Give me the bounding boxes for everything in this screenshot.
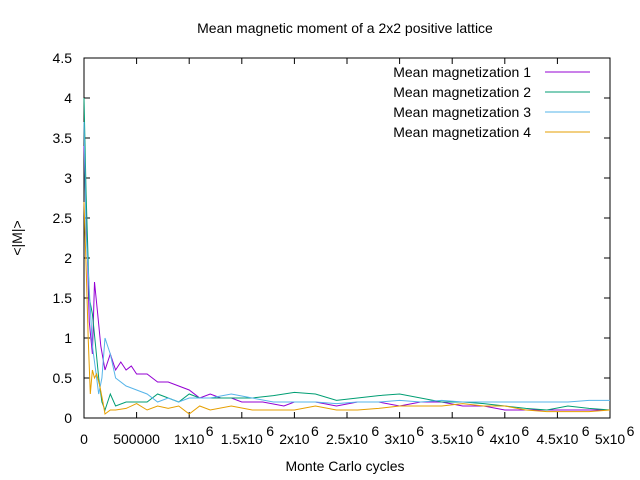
series-line-1 xyxy=(83,145,610,411)
series-group xyxy=(83,97,611,415)
series-line-3 xyxy=(83,121,610,405)
y-tick-label: 1 xyxy=(64,330,72,346)
x-tick-label: 4.5x10 xyxy=(536,431,578,447)
plot-area xyxy=(83,57,611,419)
series-line-4 xyxy=(83,201,611,415)
x-tick-exponent: 6 xyxy=(582,423,590,439)
x-tick-exponent: 6 xyxy=(521,423,529,439)
x-tick-exponent: 6 xyxy=(627,423,635,439)
x-tick-label: 5x10 xyxy=(595,431,626,447)
x-axis-label: Monte Carlo cycles xyxy=(285,458,404,474)
legend-label-2: Mean magnetization 2 xyxy=(393,84,531,100)
legend-label-4: Mean magnetization 4 xyxy=(393,124,531,140)
x-tick-label: 0 xyxy=(80,431,88,447)
y-tick-label: 0.5 xyxy=(53,370,73,386)
y-tick-label: 4.5 xyxy=(53,50,73,66)
x-tick-label: 3.5x10 xyxy=(431,431,473,447)
x-tick-label: 2x10 xyxy=(279,431,310,447)
x-tick-label: 3x10 xyxy=(384,431,415,447)
y-tick-label: 0 xyxy=(64,410,72,426)
x-tick-exponent: 6 xyxy=(477,423,485,439)
x-tick-exponent: 6 xyxy=(266,423,274,439)
y-tick-label: 3.5 xyxy=(53,130,73,146)
x-tick-label: 1.5x10 xyxy=(221,431,263,447)
legend-label-1: Mean magnetization 1 xyxy=(393,64,531,80)
x-tick-label: 1x10 xyxy=(174,431,205,447)
x-tick-exponent: 6 xyxy=(206,423,214,439)
x-tick-exponent: 6 xyxy=(311,423,319,439)
x-tick-label: 500000 xyxy=(113,431,160,447)
y-tick-label: 2 xyxy=(64,250,72,266)
axis-ticks: 00.511.522.533.544.50 500000 1x10 6 1.5x10 6 2… xyxy=(53,50,635,447)
x-tick-exponent: 6 xyxy=(371,423,379,439)
chart-title: Mean magnetic moment of a 2x2 positive l… xyxy=(197,20,493,36)
y-tick-label: 3 xyxy=(64,170,72,186)
x-tick-exponent: 6 xyxy=(416,423,424,439)
y-axis-label: <|M|> xyxy=(9,220,25,255)
y-tick-label: 1.5 xyxy=(53,290,73,306)
x-tick-label: 2.5x10 xyxy=(326,431,368,447)
series-line-2 xyxy=(83,97,611,412)
y-tick-label: 4 xyxy=(64,90,72,106)
x-tick-label: 4x10 xyxy=(490,431,521,447)
legend: Mean magnetization 1 Mean magnetization 2… xyxy=(393,64,590,140)
plot-frame xyxy=(83,57,611,419)
legend-label-3: Mean magnetization 3 xyxy=(393,104,531,120)
y-tick-label: 2.5 xyxy=(53,210,73,226)
